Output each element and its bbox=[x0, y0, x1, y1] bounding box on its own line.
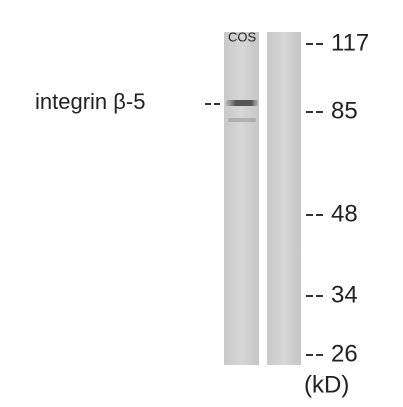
marker-label: 48 bbox=[331, 200, 358, 227]
marker-label: 26 bbox=[331, 340, 358, 367]
marker-label: 85 bbox=[331, 97, 358, 124]
lane-2 bbox=[267, 32, 301, 365]
marker-label: 34 bbox=[331, 281, 358, 308]
band bbox=[226, 100, 258, 106]
markers: 117 85 48 34 26 (kD) bbox=[304, 29, 369, 398]
unit-label: (kD) bbox=[304, 371, 349, 398]
blot-figure: COS integrin β-5 117 85 48 34 26 (kD) bbox=[0, 0, 403, 407]
band-label: integrin β-5 bbox=[35, 89, 145, 114]
marker-label: 117 bbox=[331, 29, 369, 56]
lane-1 bbox=[224, 32, 259, 365]
page: COS integrin β-5 117 85 48 34 26 (kD) ((… bbox=[0, 0, 403, 407]
faint-band bbox=[228, 118, 256, 122]
lane-label: COS bbox=[228, 29, 257, 44]
